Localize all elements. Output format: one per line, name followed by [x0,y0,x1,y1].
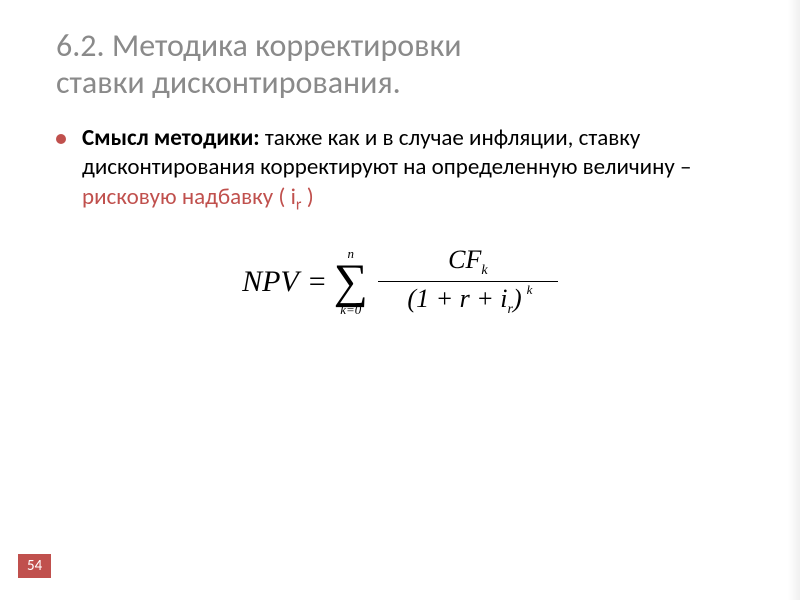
formula-eq: = [309,265,326,299]
slide: 6.2. Методика корректировки ставки диско… [0,0,800,600]
sum-lower: k=0 [340,303,361,316]
fraction: CFk (1 + r + ir) k [378,245,558,318]
slide-title: 6.2. Методика корректировки ставки диско… [56,28,744,102]
bullet-item: Смысл методики: также как и в случае инф… [56,124,744,217]
bullet-accent-text: рисковую надбавку ( i [82,183,296,211]
numer-base: CF [448,245,481,274]
page-number-badge: 54 [18,554,51,578]
numer-sub: k [481,263,487,278]
denominator: (1 + r + ir) k [403,284,532,318]
denom-exp: k [527,282,533,298]
formula-row: NPV = n ∑ k=0 CFk (1 + r + ir) k [242,245,558,318]
bullet-accent-close: ) [302,183,314,211]
sigma-icon: ∑ [334,260,368,303]
denom-core: (1 + r + ir) [403,284,525,318]
bullet-dot-icon [56,134,66,144]
sigma-wrap: n ∑ k=0 [334,247,368,316]
title-line-1: 6.2. Методика корректировки [56,26,462,65]
denom-close: ) [513,284,522,313]
bullet-lead: Смысл методики: [82,124,260,152]
right-shadow [788,0,800,600]
formula-lhs: NPV [242,265,299,299]
numerator: CFk [444,245,491,279]
formula-block: NPV = n ∑ k=0 CFk (1 + r + ir) k [56,245,744,318]
denom-text-1: (1 + r + i [407,284,507,313]
title-line-2: ставки дисконтирования. [56,63,401,102]
